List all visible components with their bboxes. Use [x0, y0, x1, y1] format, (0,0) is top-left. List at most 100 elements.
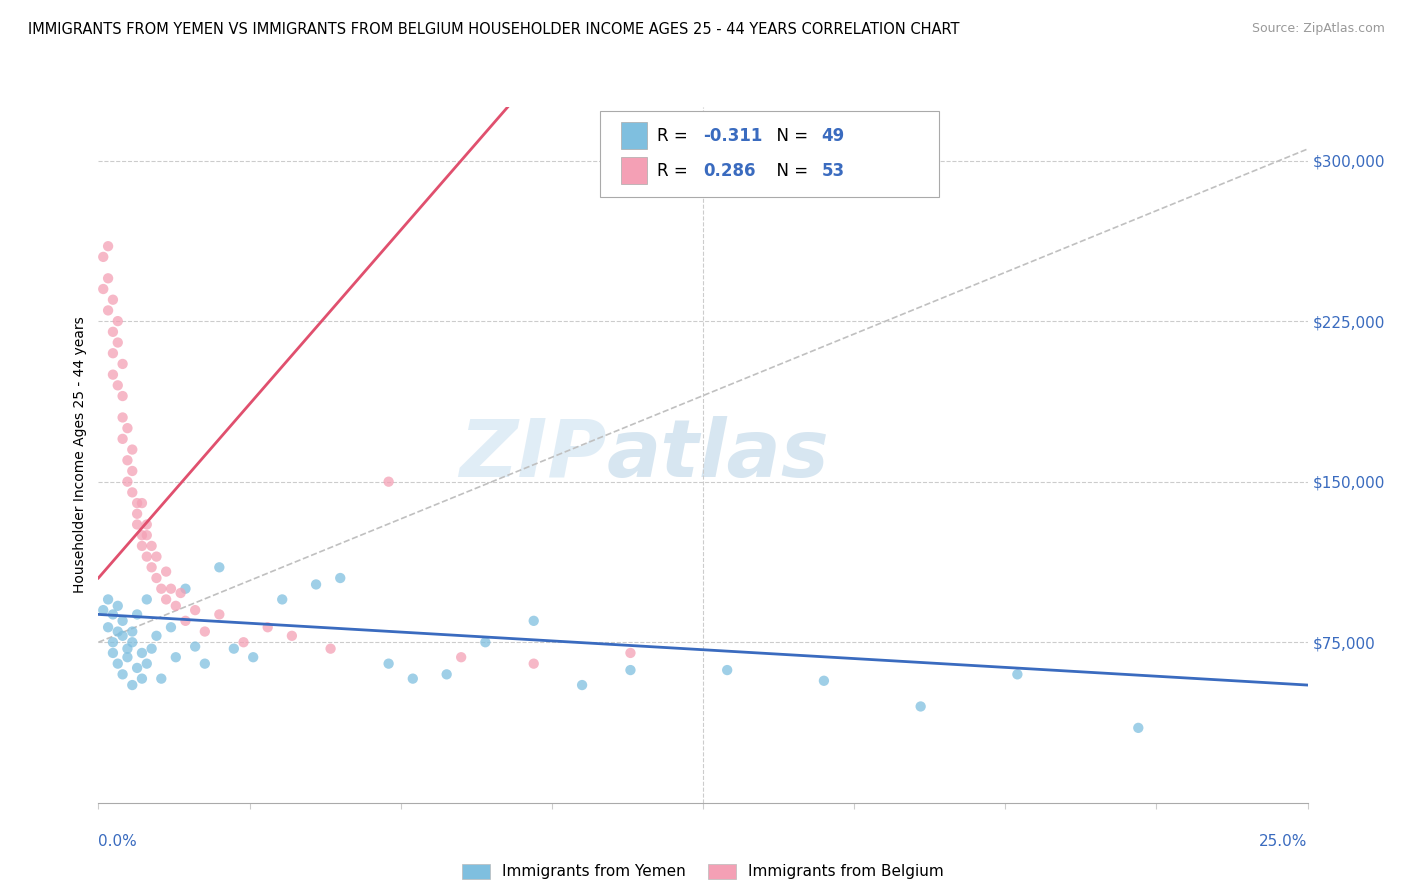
Point — [160, 582, 183, 596]
Point — [121, 464, 143, 478]
Point — [107, 657, 129, 671]
Point — [145, 571, 167, 585]
Point — [716, 663, 738, 677]
Text: 53: 53 — [821, 162, 845, 180]
Text: atlas: atlas — [606, 416, 830, 494]
Point — [155, 565, 177, 579]
Point — [131, 539, 153, 553]
Point — [111, 410, 134, 425]
Point — [101, 635, 124, 649]
Point — [174, 582, 197, 596]
Point — [150, 582, 173, 596]
Text: 49: 49 — [821, 128, 845, 145]
Point — [910, 699, 932, 714]
Text: 25.0%: 25.0% — [1260, 834, 1308, 849]
Point — [165, 599, 187, 613]
Point — [111, 389, 134, 403]
Point — [91, 282, 114, 296]
Point — [1128, 721, 1150, 735]
Point — [117, 475, 139, 489]
Point — [184, 640, 207, 654]
Point — [127, 661, 149, 675]
FancyBboxPatch shape — [621, 157, 647, 184]
Point — [101, 346, 124, 360]
Point — [111, 629, 134, 643]
Point — [131, 646, 153, 660]
Point — [135, 528, 157, 542]
Text: N =: N = — [766, 162, 813, 180]
Point — [135, 592, 157, 607]
FancyBboxPatch shape — [621, 122, 647, 149]
Point — [91, 250, 114, 264]
Point — [101, 325, 124, 339]
Point — [222, 641, 245, 656]
Point — [145, 629, 167, 643]
Point — [111, 357, 134, 371]
Point — [101, 646, 124, 660]
Point — [131, 672, 153, 686]
Point — [121, 442, 143, 457]
Point — [97, 271, 120, 285]
Point — [127, 517, 149, 532]
Point — [256, 620, 278, 634]
Point — [619, 663, 641, 677]
Point — [619, 646, 641, 660]
Point — [107, 624, 129, 639]
Point — [571, 678, 593, 692]
Point — [101, 293, 124, 307]
Point — [208, 607, 231, 622]
Point — [111, 432, 134, 446]
Text: Source: ZipAtlas.com: Source: ZipAtlas.com — [1251, 22, 1385, 36]
Point — [107, 335, 129, 350]
Text: R =: R = — [657, 162, 693, 180]
Point — [141, 539, 163, 553]
Point — [169, 586, 191, 600]
Point — [155, 592, 177, 607]
Legend: Immigrants from Yemen, Immigrants from Belgium: Immigrants from Yemen, Immigrants from B… — [456, 857, 950, 886]
Point — [101, 607, 124, 622]
Point — [232, 635, 254, 649]
Point — [107, 378, 129, 392]
Point — [271, 592, 294, 607]
Point — [242, 650, 264, 665]
Point — [135, 657, 157, 671]
Point — [1007, 667, 1029, 681]
Point — [402, 672, 425, 686]
Point — [127, 507, 149, 521]
Point — [111, 667, 134, 681]
Point — [450, 650, 472, 665]
Point — [121, 624, 143, 639]
Point — [150, 672, 173, 686]
Point — [121, 678, 143, 692]
Point — [97, 303, 120, 318]
Text: -0.311: -0.311 — [703, 128, 762, 145]
Point — [101, 368, 124, 382]
Point — [135, 549, 157, 564]
Point — [117, 641, 139, 656]
Point — [117, 421, 139, 435]
Point — [131, 496, 153, 510]
Point — [174, 614, 197, 628]
Point — [141, 641, 163, 656]
Point — [319, 641, 342, 656]
Text: IMMIGRANTS FROM YEMEN VS IMMIGRANTS FROM BELGIUM HOUSEHOLDER INCOME AGES 25 - 44: IMMIGRANTS FROM YEMEN VS IMMIGRANTS FROM… — [28, 22, 960, 37]
Point — [208, 560, 231, 574]
Point — [135, 517, 157, 532]
Point — [141, 560, 163, 574]
Point — [127, 496, 149, 510]
Point — [97, 592, 120, 607]
Point — [107, 314, 129, 328]
Point — [160, 620, 183, 634]
Point — [305, 577, 328, 591]
Point — [165, 650, 187, 665]
Point — [377, 475, 399, 489]
Point — [523, 657, 546, 671]
Point — [523, 614, 546, 628]
Text: 0.0%: 0.0% — [98, 834, 138, 849]
Point — [813, 673, 835, 688]
Point — [91, 603, 114, 617]
Point — [436, 667, 458, 681]
Point — [107, 599, 129, 613]
Y-axis label: Householder Income Ages 25 - 44 years: Householder Income Ages 25 - 44 years — [73, 317, 87, 593]
Point — [97, 620, 120, 634]
